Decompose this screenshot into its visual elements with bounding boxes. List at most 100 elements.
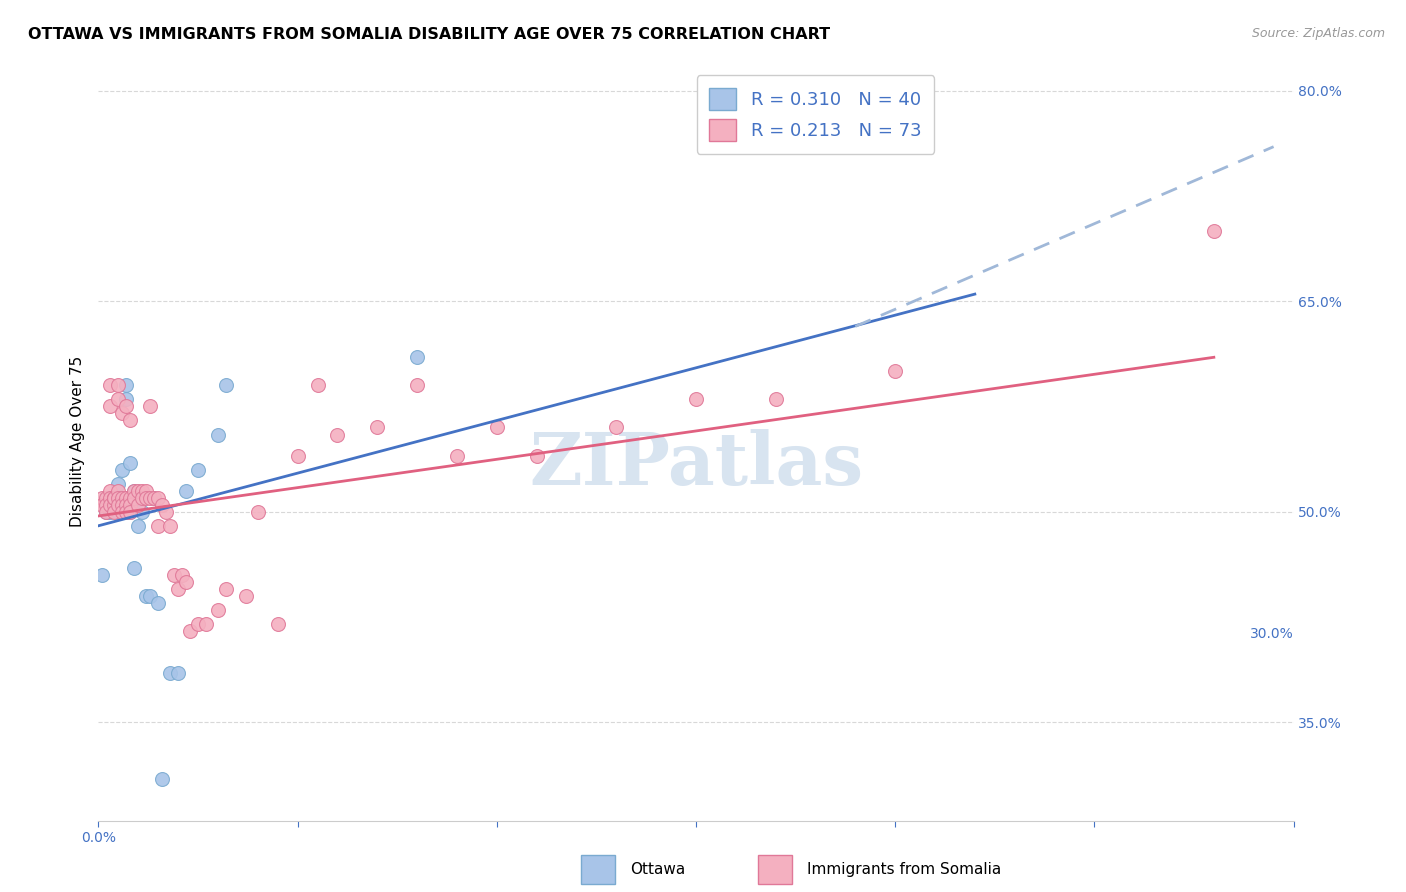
Point [107, 491, 129, 505]
Point [96, 505, 118, 519]
Point [96, 491, 118, 505]
Point [131, 491, 153, 505]
Point [187, 462, 209, 476]
Point [167, 666, 190, 681]
Text: ZIPatlas: ZIPatlas [529, 429, 863, 500]
Point [120, 498, 142, 512]
Point [139, 400, 162, 414]
Point [307, 378, 329, 392]
Point [98, 505, 122, 519]
Point [115, 491, 138, 505]
Point [131, 491, 153, 505]
Point [267, 617, 290, 632]
Point [98, 498, 122, 512]
Point [131, 483, 153, 498]
Point [91, 568, 114, 582]
Point [107, 392, 129, 407]
Point [98, 491, 122, 505]
Text: Source: ZipAtlas.com: Source: ZipAtlas.com [1251, 27, 1385, 40]
Point [111, 462, 134, 476]
Point [446, 449, 468, 463]
Point [287, 449, 309, 463]
Point [139, 589, 162, 603]
Point [605, 420, 627, 434]
Legend: R = 0.310   N = 40, R = 0.213   N = 73: R = 0.310 N = 40, R = 0.213 N = 73 [697, 75, 934, 153]
Point [103, 491, 125, 505]
Point [111, 505, 134, 519]
Point [148, 518, 170, 533]
Point [326, 427, 349, 442]
Point [159, 518, 181, 533]
Point [215, 582, 238, 596]
Point [127, 491, 149, 505]
Point [246, 505, 269, 519]
Point [98, 378, 122, 392]
Point [124, 483, 146, 498]
Point [103, 491, 125, 505]
Point [91, 491, 114, 505]
Point [135, 589, 157, 603]
Point [526, 449, 548, 463]
Point [98, 483, 122, 498]
Point [120, 413, 142, 427]
Text: Ottawa: Ottawa [630, 863, 685, 877]
Point [179, 624, 201, 639]
Point [115, 378, 138, 392]
Point [167, 582, 190, 596]
Point [174, 483, 197, 498]
Point [124, 483, 146, 498]
Point [107, 498, 129, 512]
Point [148, 596, 170, 610]
Point [120, 505, 142, 519]
Point [135, 491, 157, 505]
Point [98, 498, 122, 512]
Point [107, 476, 129, 491]
Point [96, 505, 118, 519]
Text: 30.0%: 30.0% [1250, 627, 1294, 641]
Point [107, 505, 129, 519]
Point [98, 400, 122, 414]
Point [111, 505, 134, 519]
Point [111, 491, 134, 505]
Point [107, 483, 129, 498]
Point [103, 491, 125, 505]
Point [127, 518, 149, 533]
Point [235, 589, 257, 603]
Point [163, 568, 186, 582]
Point [124, 561, 146, 575]
Point [406, 351, 429, 365]
Point [107, 378, 129, 392]
Point [96, 498, 118, 512]
Point [115, 491, 138, 505]
Point [103, 505, 125, 519]
Point [127, 498, 149, 512]
Point [115, 505, 138, 519]
Point [107, 491, 129, 505]
Point [111, 407, 134, 421]
Point [148, 491, 170, 505]
FancyBboxPatch shape [581, 855, 616, 884]
Point [765, 392, 787, 407]
Point [124, 491, 146, 505]
Point [131, 505, 153, 519]
Point [485, 420, 508, 434]
Point [159, 666, 181, 681]
Point [207, 603, 229, 617]
Point [884, 364, 907, 378]
Point [103, 498, 125, 512]
Point [96, 491, 118, 505]
Point [143, 491, 166, 505]
Point [685, 392, 707, 407]
Point [172, 568, 194, 582]
Point [120, 505, 142, 519]
Point [1202, 224, 1225, 238]
Point [98, 491, 122, 505]
Point [115, 498, 138, 512]
Point [143, 491, 166, 505]
Point [406, 378, 429, 392]
Point [174, 574, 197, 589]
Point [120, 491, 142, 505]
Point [91, 498, 114, 512]
Point [120, 456, 142, 470]
Point [150, 498, 173, 512]
